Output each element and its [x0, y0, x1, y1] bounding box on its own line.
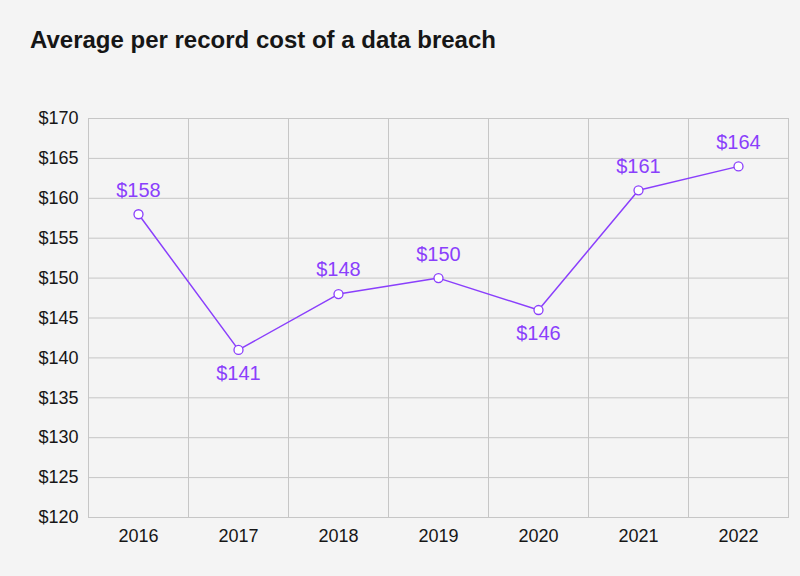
svg-text:$161: $161 [616, 155, 661, 177]
svg-text:$165: $165 [38, 148, 78, 168]
svg-text:$125: $125 [38, 467, 78, 487]
svg-text:2019: 2019 [418, 526, 458, 546]
svg-text:$148: $148 [316, 258, 361, 280]
svg-text:2020: 2020 [518, 526, 558, 546]
svg-text:$158: $158 [116, 179, 161, 201]
svg-text:2021: 2021 [618, 526, 658, 546]
svg-text:$146: $146 [516, 322, 561, 344]
svg-text:$150: $150 [38, 268, 78, 288]
svg-text:$135: $135 [38, 388, 78, 408]
svg-text:$164: $164 [716, 131, 761, 153]
svg-text:$141: $141 [216, 362, 261, 384]
html-text:Average per record cost of a d: Average per record cost of a data breach [30, 26, 496, 53]
svg-text:$155: $155 [38, 228, 78, 248]
svg-text:$145: $145 [38, 308, 78, 328]
svg-text:2022: 2022 [718, 526, 758, 546]
svg-text:$170: $170 [38, 108, 78, 128]
svg-text:$150: $150 [416, 243, 461, 265]
svg-text:$160: $160 [38, 188, 78, 208]
svg-text:2016: 2016 [118, 526, 158, 546]
svg-text:2017: 2017 [218, 526, 258, 546]
svg-text:$140: $140 [38, 348, 78, 368]
svg-text:$120: $120 [38, 507, 78, 527]
svg-text:2018: 2018 [318, 526, 358, 546]
svg-text:$130: $130 [38, 427, 78, 447]
